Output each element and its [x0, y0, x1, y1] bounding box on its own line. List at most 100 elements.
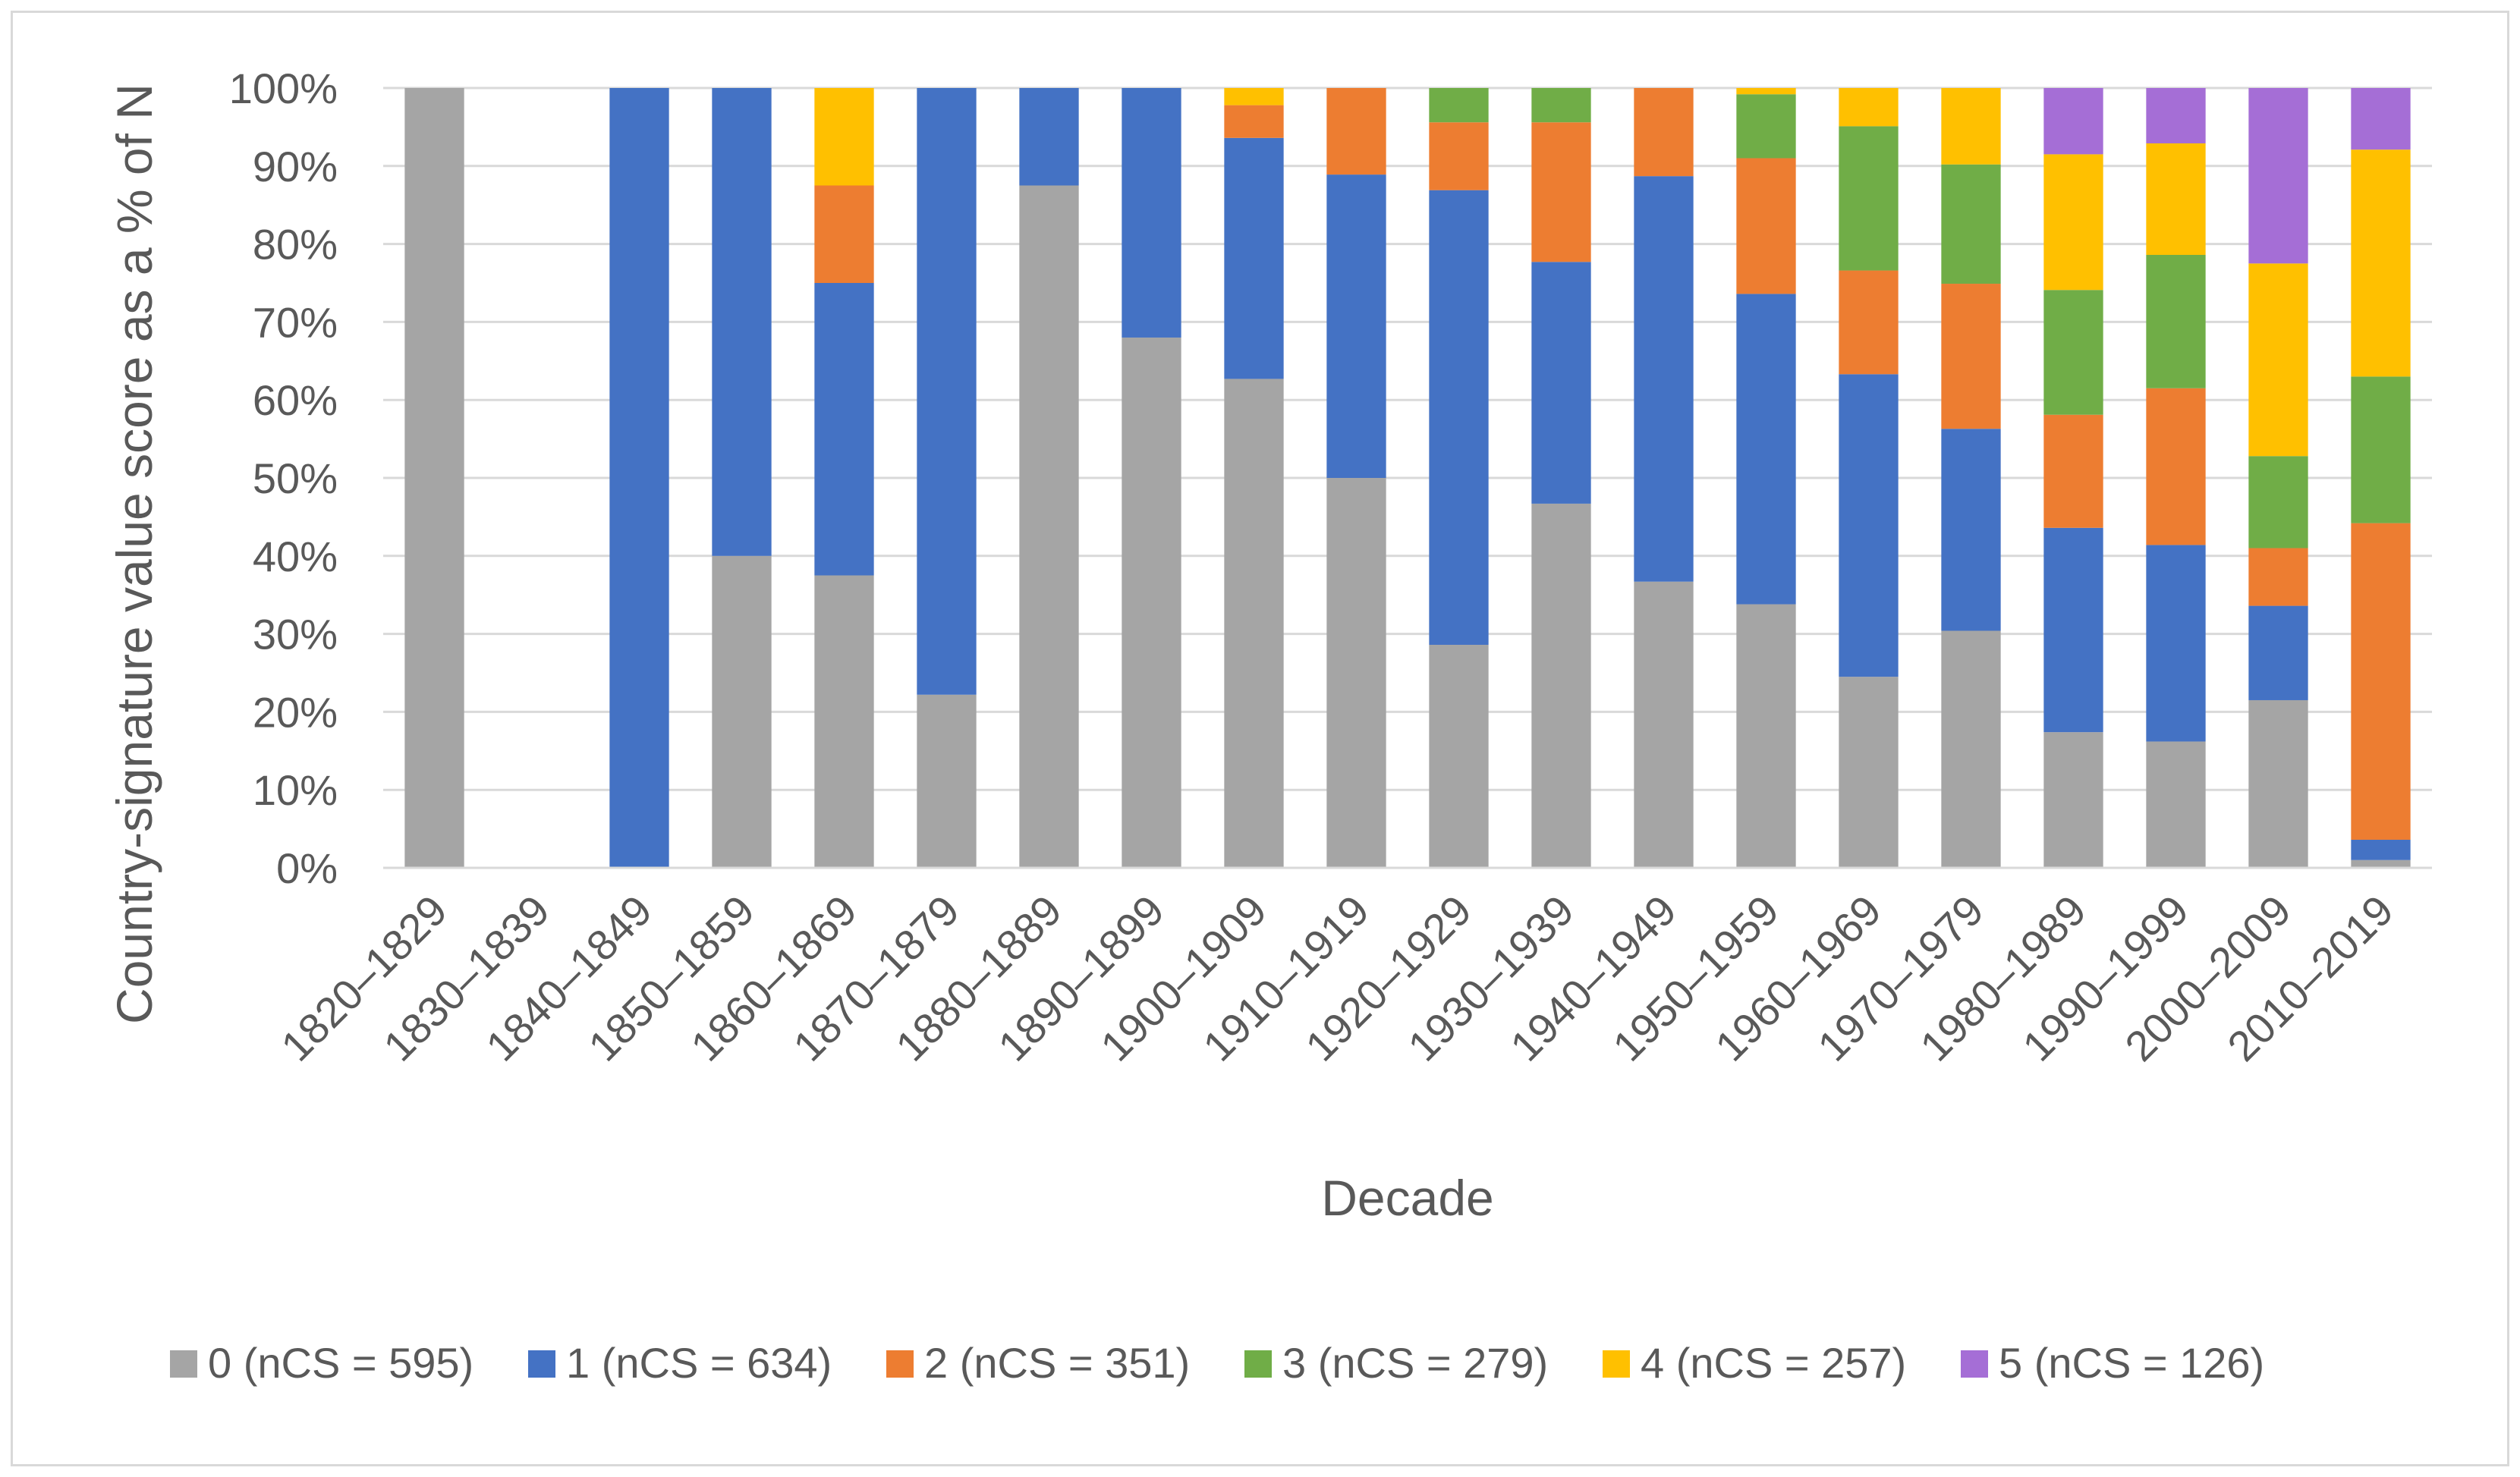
- legend-label: 5 (nCS = 126): [1999, 1339, 2264, 1387]
- bar-segment: [609, 88, 669, 868]
- bar-segment: [1019, 185, 1079, 868]
- legend-label: 4 (nCS = 257): [1641, 1339, 1906, 1387]
- bar-segment: [1429, 88, 1489, 123]
- y-tick-label: 60%: [253, 376, 338, 424]
- y-axis-title: Country-signature value score as a % of …: [106, 83, 162, 1024]
- y-tick-label: 100%: [229, 64, 338, 112]
- bar-segment: [1531, 88, 1591, 123]
- bar-segment: [1531, 262, 1591, 504]
- bar-segment: [814, 88, 874, 186]
- bar-segment: [1634, 581, 1694, 868]
- bar-segment: [2146, 388, 2206, 545]
- bar-segment: [1224, 137, 1284, 379]
- legend-swatch: [528, 1350, 555, 1378]
- bar-segment: [1122, 337, 1181, 869]
- bar-segment: [2248, 88, 2308, 264]
- bar-segment: [1941, 429, 2001, 631]
- legend-label: 2 (nCS = 351): [924, 1339, 1190, 1387]
- bar-segment: [1634, 176, 1694, 582]
- bar-segment: [1941, 284, 2001, 429]
- bar-segment: [1429, 190, 1489, 645]
- legend-swatch: [1603, 1350, 1630, 1378]
- y-tick-label: 0%: [276, 844, 338, 892]
- bar-segment: [2043, 527, 2103, 733]
- bar-segment: [2351, 859, 2411, 868]
- bar-segment: [1736, 604, 1796, 868]
- bar-segment: [2351, 376, 2411, 523]
- bar-segment: [1736, 88, 1796, 95]
- bar-segment: [1839, 374, 1899, 677]
- bar-segment: [2351, 149, 2411, 377]
- bar-segment: [1839, 677, 1899, 868]
- bar-segment: [1634, 88, 1694, 177]
- bar-segment: [2043, 414, 2103, 528]
- legend-swatch: [1244, 1350, 1272, 1378]
- bar-segment: [814, 283, 874, 576]
- y-tick-label: 10%: [253, 766, 338, 814]
- bar-segment: [2043, 154, 2103, 291]
- bar-segment: [1326, 174, 1386, 478]
- y-axis-ticks: 0% 10% 20% 30% 40% 50% 60% 70% 80% 90% 100%: [229, 64, 338, 892]
- bar-segment: [1941, 630, 2001, 868]
- bar-segment: [2146, 254, 2206, 388]
- bar-segment: [1531, 122, 1591, 262]
- bar-segment: [1429, 122, 1489, 190]
- bar-segment: [2351, 523, 2411, 840]
- x-axis-title: Decade: [1321, 1170, 1494, 1226]
- legend-swatch: [170, 1350, 197, 1378]
- bar-segment: [2351, 88, 2411, 150]
- bar-segment: [1326, 88, 1386, 175]
- y-tick-label: 40%: [253, 533, 338, 580]
- bar-segment: [712, 555, 772, 868]
- bar-segment: [1122, 88, 1181, 338]
- bar-segment: [2351, 839, 2411, 860]
- bar-segment: [2248, 699, 2308, 868]
- bar-segment: [2043, 290, 2103, 415]
- y-tick-label: 70%: [253, 298, 338, 346]
- bar-segment: [1736, 94, 1796, 159]
- bar-segment: [2146, 88, 2206, 143]
- bar-segment: [1224, 105, 1284, 138]
- bar-segment: [2146, 545, 2206, 742]
- bar-segment: [1224, 379, 1284, 869]
- bar-segment: [2248, 605, 2308, 700]
- y-tick-label: 50%: [253, 454, 338, 502]
- bar-segment: [1736, 294, 1796, 605]
- bar-segment: [917, 88, 977, 695]
- legend-label: 3 (nCS = 279): [1282, 1339, 1548, 1387]
- bar-segment: [404, 88, 464, 868]
- legend-label: 1 (nCS = 634): [566, 1339, 832, 1387]
- bar-segment: [2248, 548, 2308, 606]
- legend-swatch: [886, 1350, 914, 1378]
- bar-segment: [1429, 644, 1489, 868]
- y-tick-label: 90%: [253, 143, 338, 190]
- bar-segment: [2043, 88, 2103, 155]
- bar-segment: [1019, 88, 1079, 186]
- bar-segment: [1941, 88, 2001, 165]
- bar-segment: [1224, 88, 1284, 105]
- bar-segment: [1941, 164, 2001, 284]
- bar-segment: [2146, 143, 2206, 255]
- y-tick-label: 80%: [253, 221, 338, 269]
- bar-segment: [2248, 456, 2308, 548]
- bar-segment: [917, 694, 977, 868]
- gridlines: [383, 86, 2432, 791]
- bar-segment: [1736, 158, 1796, 294]
- bar-segment: [814, 575, 874, 868]
- bar-segment: [1326, 478, 1386, 868]
- bar-segment: [1531, 503, 1591, 868]
- legend: 0 (nCS = 595) 1 (nCS = 634) 2 (nCS = 351) 3…: [170, 1339, 2264, 1387]
- bar-segment: [2248, 263, 2308, 457]
- bar-segment: [1839, 88, 1899, 127]
- bar-segment: [2146, 741, 2206, 868]
- x-axis-ticks: 1820–18291830–18391840–18491850–18591860…: [272, 886, 2402, 1070]
- y-tick-label: 30%: [253, 611, 338, 658]
- bars: [404, 88, 2411, 869]
- bar-segment: [2043, 732, 2103, 868]
- bar-segment: [712, 88, 772, 556]
- bar-segment: [1839, 270, 1899, 375]
- legend-swatch: [1961, 1350, 1988, 1378]
- bar-segment: [1839, 126, 1899, 271]
- y-tick-label: 20%: [253, 688, 338, 736]
